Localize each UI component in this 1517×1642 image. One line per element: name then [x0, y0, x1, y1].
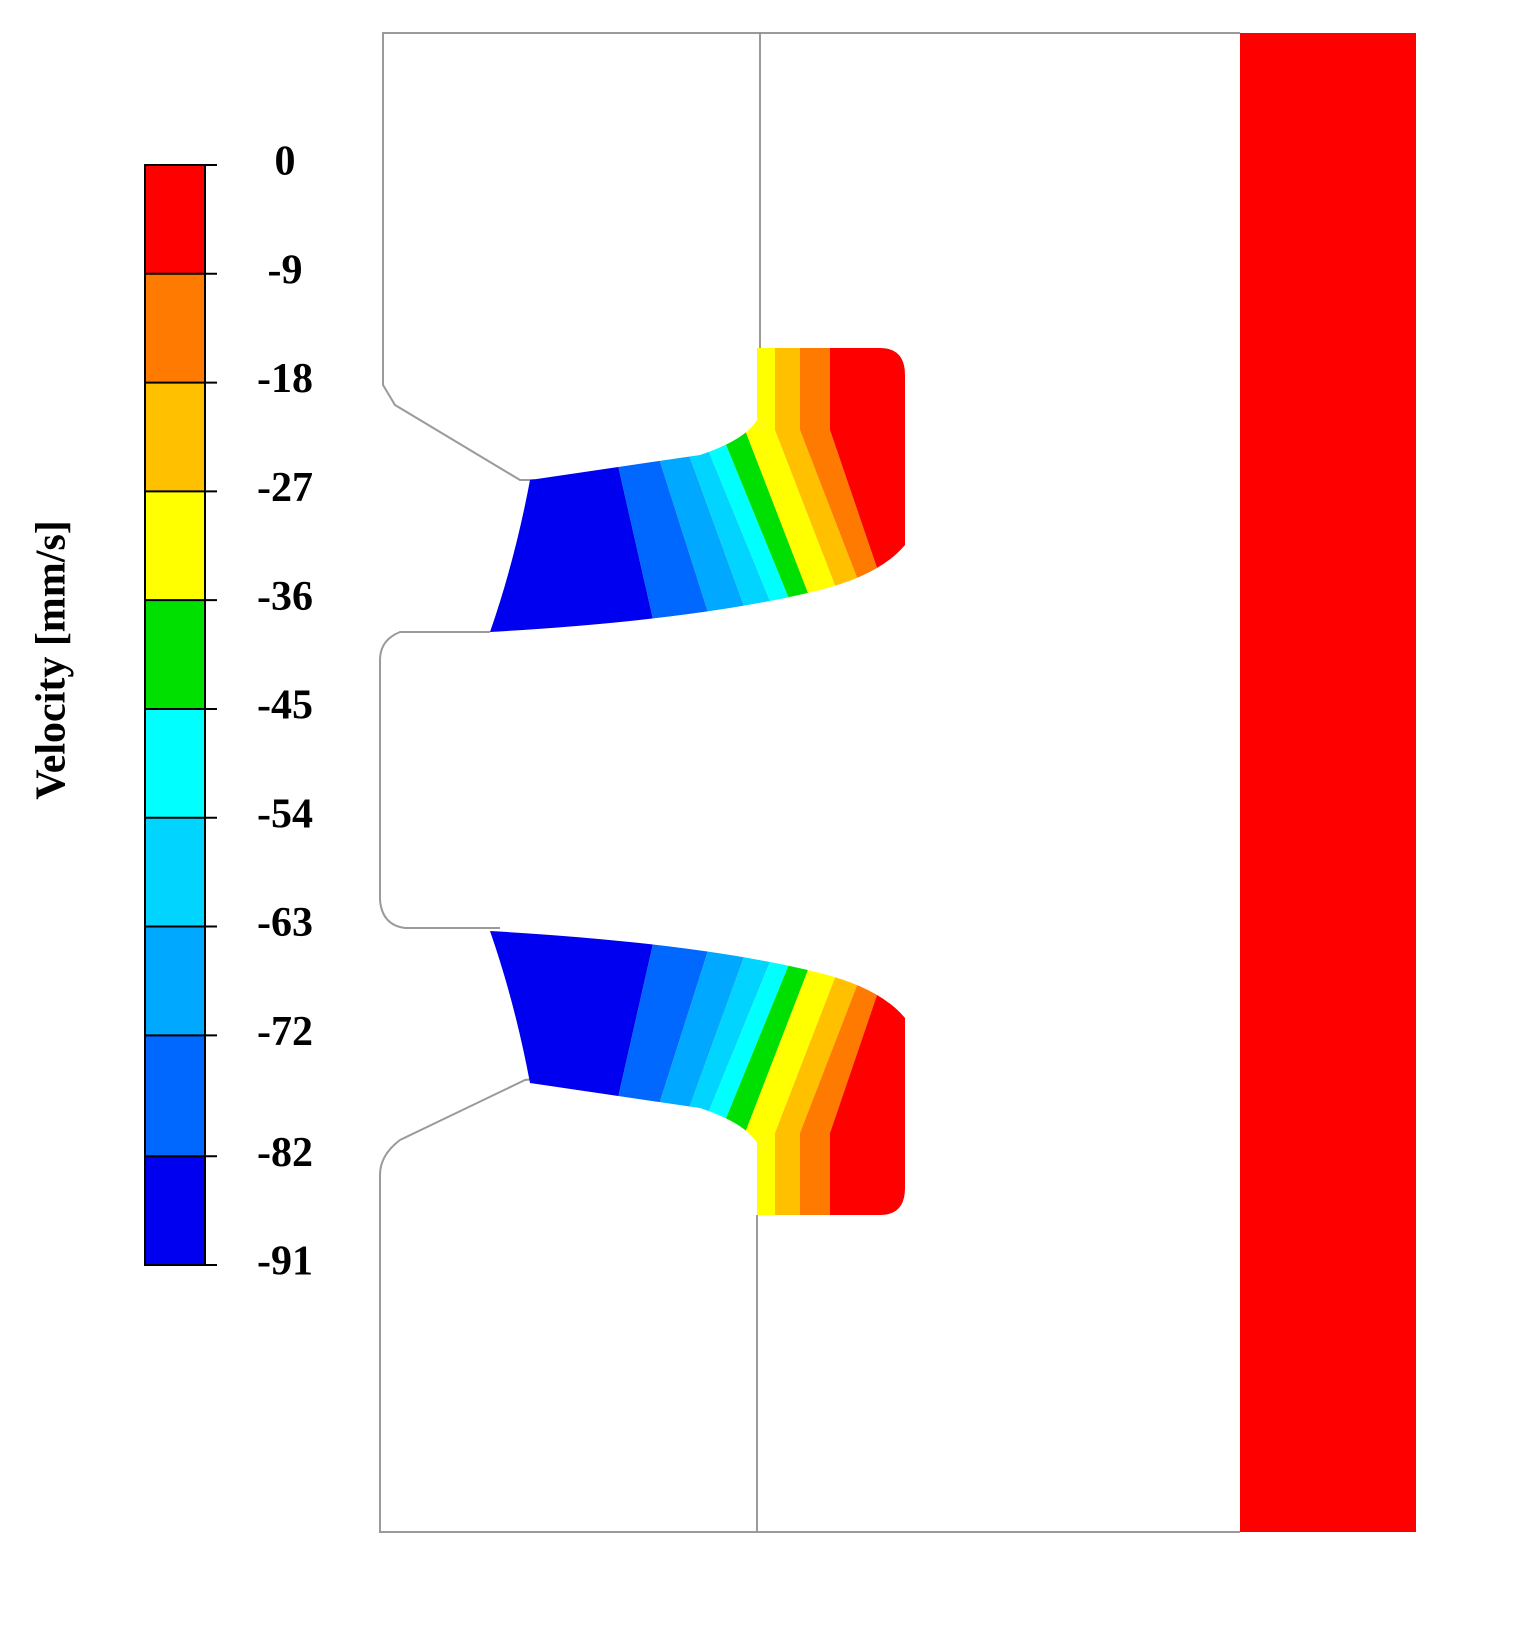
colorbar-band — [145, 165, 205, 274]
tick-label: -54 — [257, 791, 313, 837]
die-outline — [379, 32, 1240, 1533]
contour-band — [700, 931, 810, 1215]
contour-band — [800, 931, 905, 1215]
colorbar: 0 -9 -18 -27 -36 -45 -54 -63 -72 -82 -91 — [144, 139, 313, 1285]
colorbar-band — [145, 1035, 205, 1157]
tick-label: -63 — [257, 900, 313, 946]
colorbar-band — [145, 382, 205, 492]
tick-label: -45 — [257, 683, 313, 729]
colorbar-band — [145, 491, 205, 601]
tick-label: -36 — [257, 574, 313, 620]
upper-workpiece — [490, 348, 905, 632]
contour-band — [830, 348, 905, 632]
colorbar-label: Velocity [mm/s] — [29, 520, 75, 800]
tick-label: 0 — [275, 139, 296, 185]
tick-label: -18 — [257, 356, 313, 402]
tick-label: -91 — [257, 1239, 313, 1285]
contour-band — [720, 931, 830, 1215]
contour-band — [800, 348, 905, 632]
colorbar-band — [145, 926, 205, 1036]
contour-band — [680, 931, 790, 1215]
contour-band — [720, 348, 830, 632]
contour-band — [775, 931, 885, 1215]
contour-band — [745, 931, 860, 1215]
contour-band — [745, 348, 860, 632]
contour-band — [830, 931, 905, 1215]
tick-label: -82 — [257, 1130, 313, 1176]
contour-band — [700, 348, 810, 632]
colorbar-band — [145, 708, 205, 818]
tick-label: -9 — [268, 247, 303, 293]
colorbar-band — [145, 1156, 205, 1265]
tick-label: -27 — [257, 465, 313, 511]
contour-band — [680, 348, 790, 632]
colorbar-band — [145, 817, 205, 927]
tick-label: -72 — [257, 1009, 313, 1055]
contour-band — [775, 348, 885, 632]
lower-workpiece — [490, 931, 905, 1215]
colorbar-band — [145, 273, 205, 383]
punch — [1240, 33, 1416, 1532]
colorbar-band — [145, 600, 205, 709]
